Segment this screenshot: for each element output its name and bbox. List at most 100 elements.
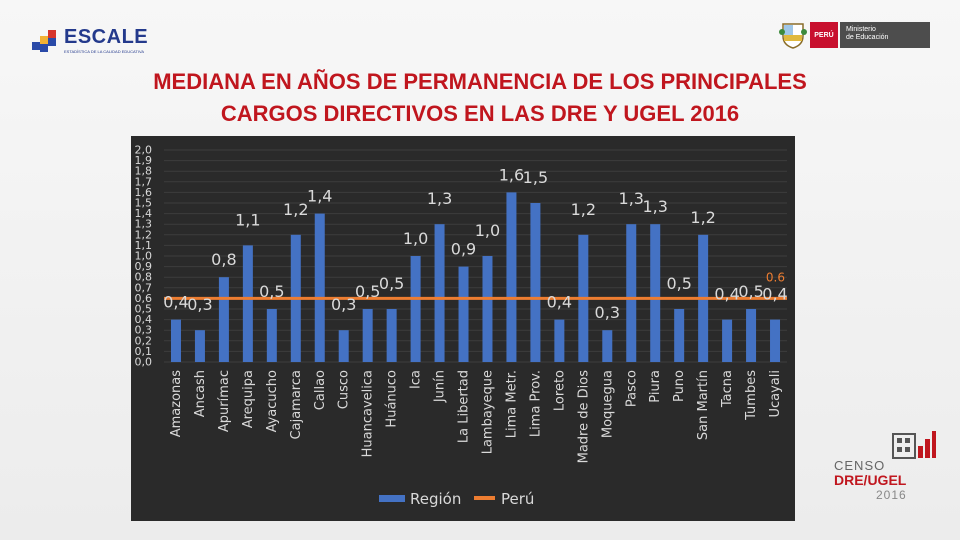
bar-piura [650,224,661,362]
y-tick-label: 0,8 [135,271,153,284]
bar-callao [314,213,325,362]
y-tick-label: 0,7 [135,281,153,294]
bar-jun-n [434,224,445,362]
bar-hu-nuco [386,309,397,362]
page-title: MEDIANA EN AÑOS DE PERMANENCIA DE LOS PR… [0,66,960,130]
y-tick-label: 1,9 [135,154,153,167]
escale-name: ESCALE [64,26,149,48]
ministry-line-1: Ministerio [846,26,876,33]
y-tick-label: 1,2 [135,228,153,241]
x-tick-label: Cajamarca [289,370,304,439]
bar-ica [410,256,421,362]
bar-cusco [338,330,349,362]
x-tick-label: Madre de Dios [576,370,591,464]
x-tick-label: Loreto [552,370,567,411]
data-label: 0,3 [595,303,620,322]
x-tick-label: Huancavelica [361,370,376,457]
data-label: 0,5 [738,282,763,301]
data-label: 1,1 [235,210,260,229]
x-tick-label: Callao [313,370,328,410]
bar-ancash [194,330,205,362]
data-label: 1,3 [427,189,452,208]
censo-year: 2016 [876,488,907,502]
data-label: 1,2 [690,208,715,227]
ministry-line-2: de Educación [846,34,889,41]
ministry-logo: PERÚ Ministerio de Educación [778,20,930,50]
legend-label-region: Región [410,490,461,508]
x-tick-label: Arequipa [241,370,256,428]
x-tick-label: Tacna [720,370,735,408]
censo-building-icon [892,431,936,459]
x-tick-label: La Libertad [457,370,472,443]
x-tick-label: Lima Metr. [504,370,519,438]
escale-logo-icon [32,30,56,52]
censo-logo: CENSO DRE/UGEL 2016 [826,422,936,512]
bar-tacna [722,319,733,362]
bar-la-libertad [458,266,469,362]
y-tick-label: 1,5 [135,197,153,210]
x-tick-label: Puno [672,370,687,402]
x-tick-label: Ica [409,370,424,389]
data-label: 1,0 [475,221,500,240]
y-tick-label: 0,5 [135,303,153,316]
data-label: 0,5 [259,282,284,301]
data-label: 0,5 [666,274,691,293]
bar-lima-prov- [530,203,541,362]
data-label: 1,6 [499,165,524,184]
y-tick-label: 0,6 [135,292,153,305]
y-tick-label: 0,2 [135,334,153,347]
x-tick-label: Cusco [337,370,352,409]
x-tick-label: Tumbes [744,370,759,421]
y-tick-label: 1,0 [135,250,153,263]
bar-ayacucho [266,309,277,362]
chart: 0,00,10,20,30,40,50,60,70,80,91,01,11,21… [135,144,788,509]
bar-arequipa [242,245,253,362]
data-label: 0,4 [163,293,188,312]
censo-word: CENSO [834,458,886,473]
bar-loreto [554,319,565,362]
y-tick-label: 1,8 [135,165,153,178]
x-tick-label: Piura [648,370,663,403]
x-tick-label: Moquegua [600,370,615,438]
bar-moquegua [602,330,613,362]
data-label: 1,5 [523,168,548,187]
x-tick-label: Pasco [624,370,639,407]
peru-line-label: 0.6 [766,270,785,284]
escale-tagline: ESTADÍSTICA DE LA CALIDAD EDUCATIVA [64,49,145,54]
bar-apur-mac [218,277,229,362]
data-label: 0,4 [762,285,787,304]
legend-label-peru: Perú [501,490,534,508]
y-tick-label: 1,6 [135,186,153,199]
bar-tumbes [746,309,757,362]
y-tick-label: 0,3 [135,324,153,337]
bar-lambayeque [482,256,493,362]
data-label: 0,8 [211,250,236,269]
title-line-2: CARGOS DIRECTIVOS EN LAS DRE Y UGEL 2016 [220,101,740,126]
x-tick-label: Ancash [193,370,208,417]
y-tick-label: 0,9 [135,260,153,273]
data-label: 0,9 [451,240,476,259]
ministry-name: Ministerio de Educación [840,22,930,48]
x-tick-label: San Martín [696,370,711,440]
title-line-1: MEDIANA EN AÑOS DE PERMANENCIA DE LOS PR… [153,69,807,94]
data-label: 0,4 [547,293,572,312]
x-tick-label: Lambayeque [480,370,495,454]
data-label: 1,3 [642,197,667,216]
bar-amazonas [170,319,181,362]
peru-label: PERÚ [810,22,838,48]
x-tick-label: Junín [433,370,448,403]
data-label: 0,4 [714,285,739,304]
data-label: 1,0 [403,229,428,248]
bar-puno [674,309,685,362]
x-tick-label: Ayacucho [265,370,280,432]
data-label: 1,4 [307,187,332,206]
y-tick-label: 0,0 [135,356,153,369]
y-tick-label: 1,4 [135,207,153,220]
y-tick-label: 0,4 [135,313,153,326]
y-tick-label: 0,1 [135,345,153,358]
peru-shield-icon [779,23,807,49]
y-tick-label: 1,7 [135,175,153,188]
escale-logo: ESCALE ESTADÍSTICA DE LA CALIDAD EDUCATI… [30,22,170,58]
y-tick-label: 1,3 [135,218,153,231]
x-tick-label: Apurímac [217,370,232,432]
